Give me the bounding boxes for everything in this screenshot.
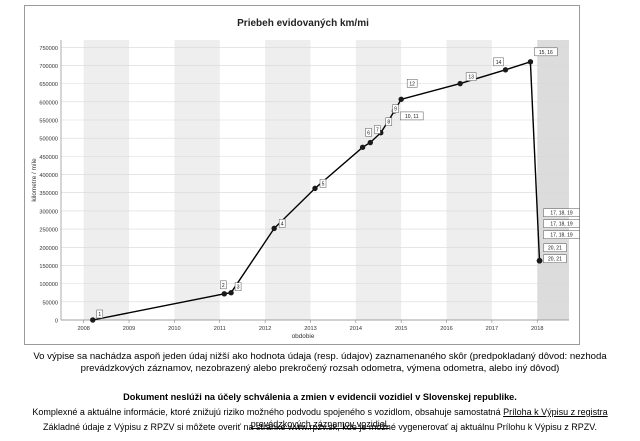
y-tick-label: 150000	[39, 264, 58, 270]
data-point	[398, 96, 404, 102]
info-notice: Komplexné a aktuálne informácie, ktoré z…	[20, 406, 620, 431]
point-label: 20, 21	[548, 246, 562, 252]
y-tick-label: 50000	[42, 300, 58, 306]
warning-line-1: Vo výpise sa nachádza aspoň jeden údaj n…	[33, 351, 607, 362]
data-point	[359, 144, 366, 150]
info-text: Komplexné a aktuálne informácie, ktoré z…	[32, 407, 504, 417]
point-label-box	[543, 254, 567, 263]
point-label: 4	[281, 221, 284, 227]
data-point	[527, 59, 534, 65]
point-label: 1	[98, 312, 101, 318]
document-disclaimer: Dokument neslúži na účely schválenia a z…	[123, 392, 517, 402]
point-label-box	[365, 128, 372, 137]
data-point	[221, 291, 227, 297]
point-label-box	[234, 282, 242, 291]
year-band	[265, 40, 311, 320]
y-tick-label: 450000	[39, 155, 58, 161]
point-label: 17, 18, 19	[550, 222, 572, 228]
y-tick-label: 100000	[39, 282, 58, 288]
y-tick-label: 300000	[39, 209, 58, 215]
point-label-box	[385, 117, 393, 126]
year-band	[355, 40, 402, 320]
point-label: 13	[468, 75, 474, 81]
x-tick-label: 2016	[440, 326, 452, 332]
point-label: 7	[376, 128, 379, 134]
x-tick-label: 2010	[168, 326, 180, 332]
point-label-box	[543, 208, 580, 217]
point-label-box	[400, 111, 424, 121]
lower-value-warning: Vo výpise sa nachádza aspoň jeden údaj n…	[20, 351, 620, 376]
y-tick-label: 400000	[39, 173, 58, 179]
attachment-link[interactable]: Príloha k Výpisu z registra prevádzkovýc…	[250, 407, 608, 430]
x-tick-label: 2011	[214, 326, 226, 332]
year-band	[174, 40, 220, 320]
y-axis-label: kilometre / míle	[31, 158, 38, 202]
point-label: 3	[237, 285, 240, 291]
x-axis-label: obdobie	[292, 333, 315, 340]
y-tick-label: 0	[55, 319, 58, 325]
point-label: 14	[496, 60, 502, 66]
point-label-box	[534, 47, 558, 57]
point-label: 9	[394, 107, 397, 113]
point-label: 17, 18, 19	[550, 233, 572, 239]
y-tick-label: 700000	[39, 64, 58, 70]
point-label: 5	[322, 181, 325, 187]
data-point	[312, 185, 318, 192]
point-label: 12	[409, 81, 415, 87]
data-point	[502, 67, 509, 73]
point-label: 20, 21	[548, 257, 562, 263]
point-label-box	[96, 309, 103, 319]
x-tick-label: 2017	[486, 326, 498, 332]
point-label-box	[392, 104, 399, 113]
year-band	[537, 40, 569, 320]
warning-line-2: prevádzkových záznamov, nezobrazený aleb…	[80, 363, 560, 375]
point-label-box	[493, 57, 504, 67]
point-label-box	[278, 219, 286, 228]
point-label: 17, 18, 19	[550, 211, 572, 217]
y-tick-label: 750000	[39, 46, 58, 52]
point-label-box	[319, 179, 327, 188]
data-point	[271, 225, 277, 232]
point-label-box	[406, 79, 418, 88]
data-point	[457, 80, 463, 87]
y-tick-label: 500000	[39, 137, 58, 143]
point-label: 2	[222, 283, 225, 289]
y-tick-label: 250000	[39, 228, 58, 234]
point-label: 10, 11	[405, 114, 419, 120]
x-tick-label: 2015	[395, 326, 407, 332]
data-point	[90, 317, 96, 323]
year-band	[446, 40, 492, 320]
point-label: 15, 16	[539, 50, 553, 56]
y-tick-label: 350000	[39, 191, 58, 197]
point-label-box	[543, 219, 580, 228]
point-label: 6	[367, 130, 370, 136]
point-label-box	[465, 72, 477, 81]
x-tick-label: 2009	[123, 326, 135, 332]
x-tick-label: 2012	[259, 326, 271, 332]
point-label-box	[543, 243, 567, 252]
year-band	[83, 40, 130, 320]
mileage-chart: 0500001000001500002000002500003000003500…	[31, 18, 580, 340]
point-label-box	[374, 125, 381, 134]
data-point	[228, 290, 234, 296]
x-tick-label: 2008	[77, 326, 89, 332]
point-label-box	[543, 230, 580, 239]
y-tick-label: 550000	[39, 119, 58, 125]
x-tick-label: 2014	[350, 326, 362, 332]
y-tick-label: 600000	[39, 100, 58, 106]
chart-title: Priebeh evidovaných km/mi	[237, 18, 369, 29]
data-point	[536, 258, 543, 264]
rpzv-notice: Základné údaje z Výpisu z RPZV si môžete…	[42, 422, 597, 432]
chart-frame: 0 50000 100000 150000 200000 250000 300000 3500…	[24, 5, 580, 345]
y-tick-label: 650000	[39, 82, 58, 88]
data-point	[367, 139, 374, 146]
point-label: 8	[387, 120, 390, 126]
point-label-box	[220, 280, 227, 290]
y-tick-label: 200000	[39, 246, 58, 252]
x-tick-label: 2013	[304, 326, 316, 332]
x-tick-label: 2018	[531, 326, 543, 332]
